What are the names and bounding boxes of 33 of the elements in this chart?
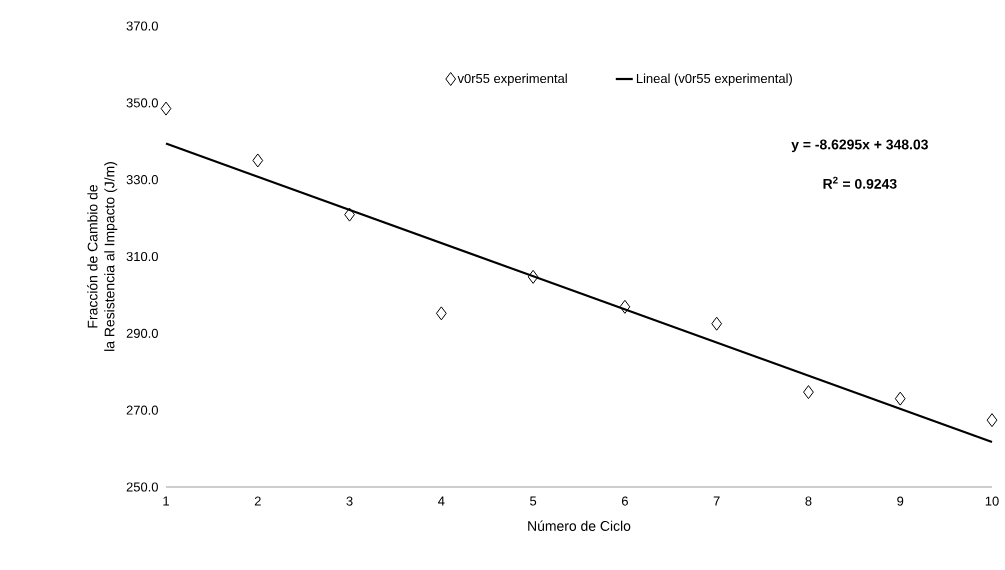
y-tick-label: 330.0	[126, 175, 158, 185]
point	[894, 391, 906, 406]
y-tick-label: 370.0	[126, 21, 158, 31]
point	[344, 207, 355, 222]
y-tick-label: 250.0	[126, 482, 158, 492]
x-tick-label: 3	[346, 496, 353, 506]
y-tick-label: 350.0	[126, 98, 158, 108]
x-axis-title: Número de Ciclo	[528, 520, 631, 531]
x-tick-label: 9	[897, 496, 904, 506]
x-tick-label: 2	[254, 496, 261, 506]
point	[435, 306, 447, 321]
annotation: y = -8.6295x + 348.03	[791, 139, 928, 153]
point	[986, 413, 998, 428]
y-tick-label: 270.0	[126, 405, 158, 415]
annotation: R$^{2}$ = 0.9243	[823, 176, 897, 189]
point	[527, 269, 539, 284]
x-tick-label: 6	[621, 496, 628, 506]
legend-label: v0r55 experimental	[457, 73, 567, 86]
y-tick-label: 310.0	[126, 251, 158, 262]
point	[803, 385, 814, 400]
point	[160, 101, 172, 116]
point	[252, 153, 264, 168]
legend-label: Lineal (v0r55 experimental)	[636, 73, 792, 86]
x-tick-label: 7	[713, 496, 720, 506]
x-tick-label: 4	[438, 496, 445, 506]
x-tick-label: 8	[805, 496, 812, 506]
x-tick-label: 5	[530, 496, 537, 506]
point	[711, 316, 723, 331]
y-tick-label: 290.0	[126, 328, 158, 338]
x-tick-label: 10	[985, 496, 999, 506]
x-tick-label: 1	[163, 496, 169, 506]
point	[619, 299, 631, 314]
y-axis-title: Fracción de Cambio de la Resistencia al Impacto (J/m)	[87, 162, 118, 351]
